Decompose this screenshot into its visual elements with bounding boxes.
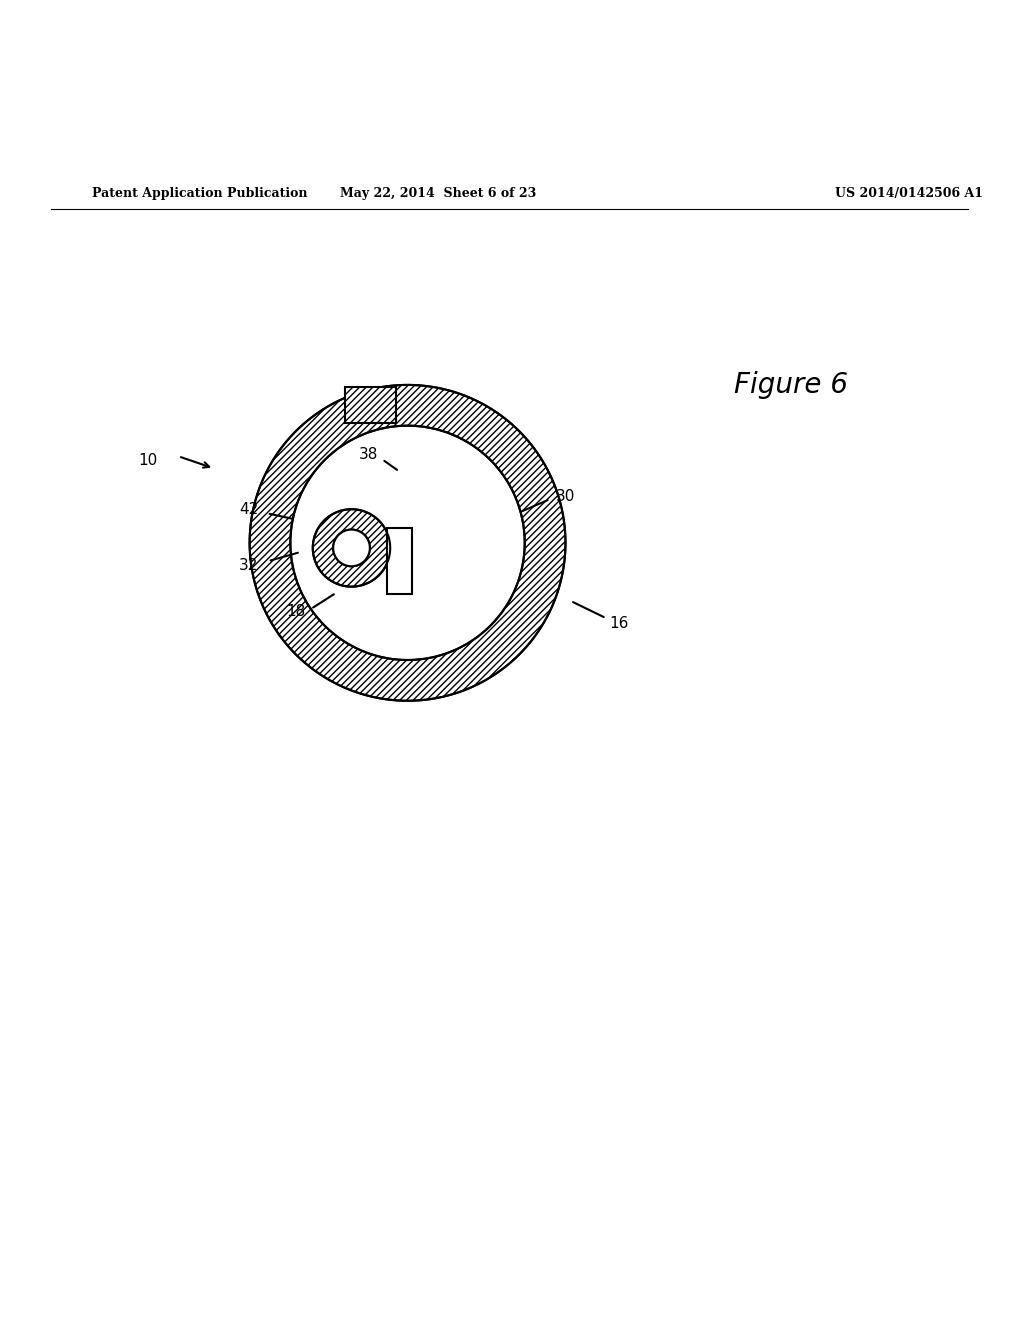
- Text: 30: 30: [556, 490, 575, 504]
- Text: Figure 6: Figure 6: [733, 371, 848, 399]
- Circle shape: [333, 529, 370, 566]
- Bar: [345, 387, 396, 424]
- Text: 42: 42: [239, 502, 258, 516]
- Bar: [387, 528, 412, 594]
- Text: 16: 16: [609, 616, 629, 631]
- Text: 38: 38: [359, 446, 379, 462]
- Text: 10: 10: [138, 453, 158, 467]
- Text: Patent Application Publication: Patent Application Publication: [92, 187, 307, 199]
- Text: 32: 32: [239, 558, 258, 573]
- Text: 18: 18: [286, 603, 305, 619]
- Text: US 2014/0142506 A1: US 2014/0142506 A1: [836, 187, 983, 199]
- PathPatch shape: [312, 510, 390, 586]
- Text: May 22, 2014  Sheet 6 of 23: May 22, 2014 Sheet 6 of 23: [340, 187, 537, 199]
- PathPatch shape: [250, 385, 565, 701]
